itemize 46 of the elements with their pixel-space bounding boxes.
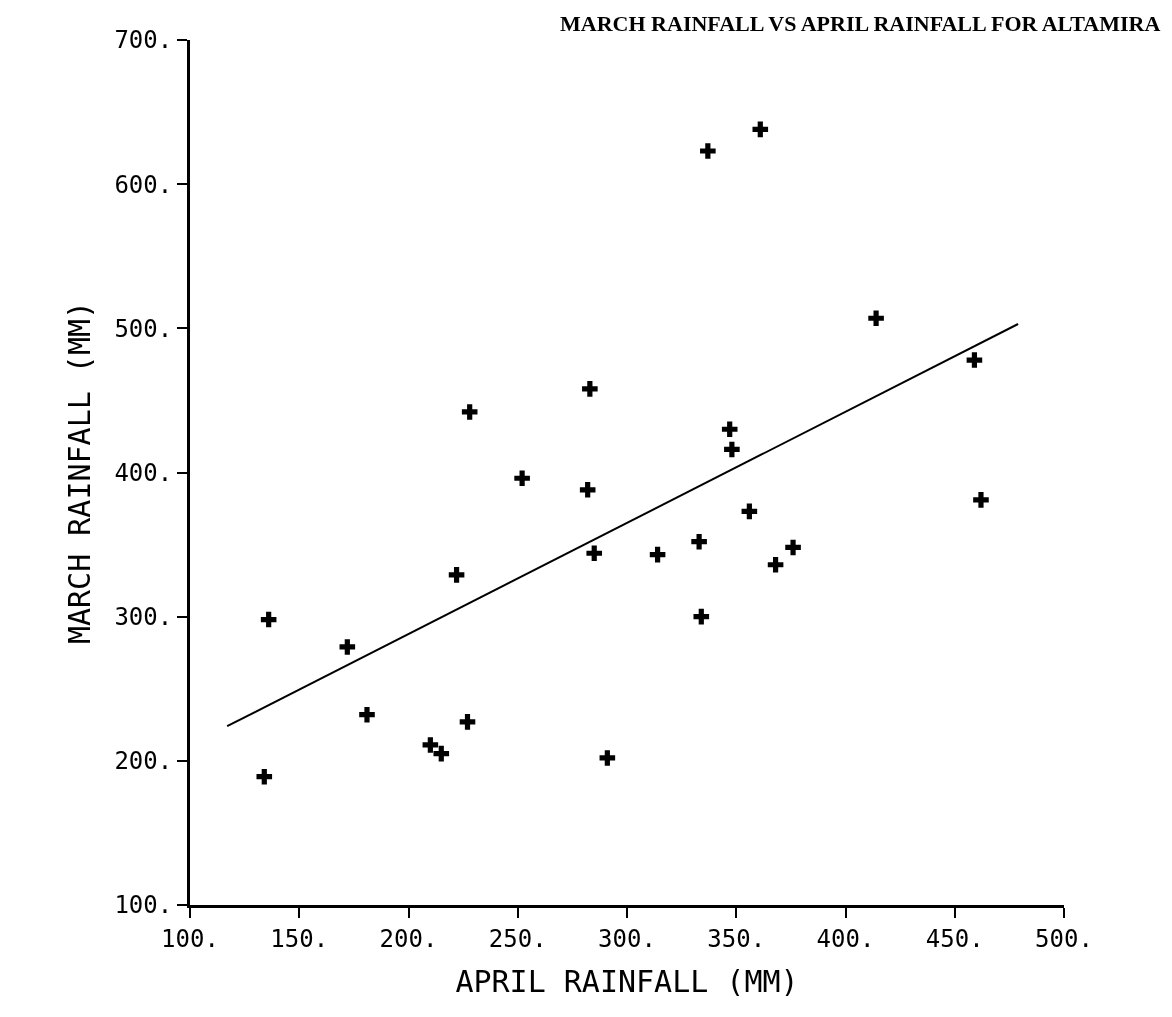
chart-title: MARCH RAINFALL VS APRIL RAINFALL FOR ALTAMIRA	[560, 10, 1161, 36]
point	[582, 381, 598, 397]
point	[459, 714, 476, 730]
x-tick-label: 300.	[598, 924, 656, 953]
y-tick-label: 400.	[114, 458, 173, 487]
point	[767, 556, 784, 573]
point	[461, 404, 478, 420]
x-tick-label: 150.	[270, 924, 329, 953]
point	[752, 121, 769, 138]
x-tick-label: 450.	[925, 924, 984, 953]
point	[649, 546, 666, 563]
point	[741, 503, 758, 520]
y-tick-label: 700.	[114, 26, 173, 55]
point	[448, 567, 465, 583]
point	[700, 143, 716, 159]
x-tick-label: 350.	[707, 924, 766, 953]
point	[339, 639, 356, 655]
x-tick-label: 200.	[379, 924, 438, 953]
point	[256, 768, 273, 785]
point	[721, 421, 738, 438]
y-tick-label: 600.	[114, 170, 173, 199]
point	[433, 745, 450, 762]
point	[693, 608, 710, 625]
y-tick-label: 300.	[114, 603, 173, 632]
x-axis-title: APRIL RAINFALL (MM)	[455, 964, 799, 1000]
point	[579, 482, 596, 498]
x-tick-label: 500.	[1035, 924, 1093, 953]
point	[359, 706, 375, 723]
point	[260, 611, 277, 628]
point	[691, 533, 707, 550]
point	[514, 470, 530, 487]
point	[724, 441, 740, 458]
x-tick-label: 100.	[161, 924, 219, 953]
point	[599, 750, 616, 766]
y-tick-label: 500.	[114, 314, 173, 343]
y-tick-label: 100.	[114, 891, 173, 920]
point	[586, 545, 603, 562]
y-tick-label: 200.	[114, 747, 173, 776]
x-tick-label: 250.	[488, 924, 547, 953]
x-tick-label: 400.	[816, 924, 875, 953]
y-axis-title: MARCH RAINFALL (MM)	[62, 300, 98, 645]
point	[422, 737, 439, 753]
point	[868, 310, 884, 327]
point	[973, 492, 989, 508]
point	[785, 539, 801, 556]
point	[966, 352, 983, 368]
